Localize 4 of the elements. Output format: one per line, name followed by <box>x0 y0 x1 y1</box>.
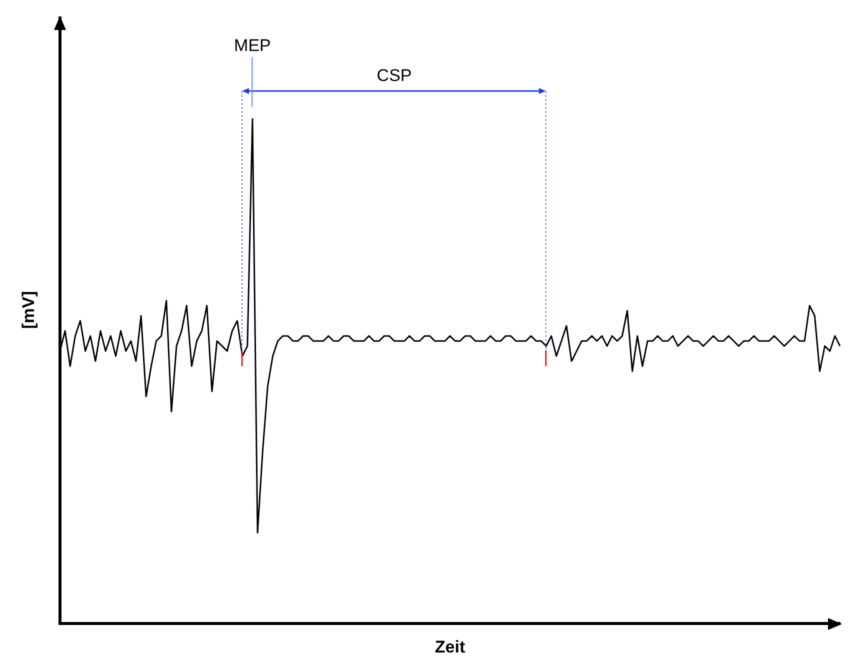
text: CSP <box>376 66 412 86</box>
text: MEP <box>234 36 271 56</box>
y-axis-title: [mV] <box>19 290 39 331</box>
x-axis-title: Zeit <box>434 637 466 656</box>
